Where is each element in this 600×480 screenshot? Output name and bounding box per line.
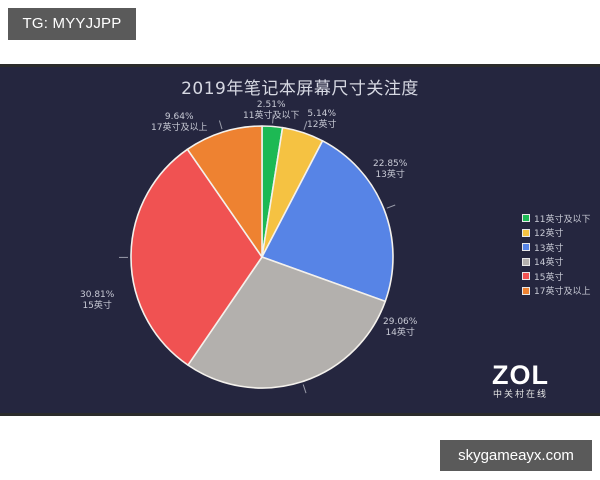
legend-item-13[interactable]: 13英寸 (522, 240, 590, 255)
pie-slice-14[interactable] (187, 256, 387, 389)
legend-item-14[interactable]: 14英寸 (522, 255, 590, 270)
chart-title: 2019年笔记本屏幕尺寸关注度 (181, 79, 419, 99)
leader-line (218, 120, 223, 130)
legend-label: 12英寸 (534, 229, 564, 240)
legend-item-11[interactable]: 11英寸及以下 (522, 211, 590, 226)
leader-line (303, 121, 308, 130)
legend-label: 17英寸及以上 (534, 287, 591, 298)
legend-swatch (522, 257, 530, 266)
legend-label: 15英寸 (534, 272, 564, 283)
watermark-top-left: TG: MYYJJPP (8, 8, 136, 40)
pie-slice-15[interactable] (130, 148, 263, 366)
slice-label-13: 22.85% 13英寸 (373, 159, 408, 180)
logo-text: ZOL (492, 360, 549, 390)
pie-slice-17[interactable] (186, 125, 263, 258)
chart-legend: 11英寸及以下 12英寸 13英寸 14英寸 15英寸 17英寸及以上 (522, 211, 590, 298)
legend-item-15[interactable]: 15英寸 (522, 269, 590, 284)
legend-label: 13英寸 (534, 243, 564, 254)
watermark-bottom-right: skygameayx.com (440, 440, 592, 471)
legend-swatch (522, 214, 530, 223)
legend-swatch (522, 243, 530, 252)
leader-line (302, 384, 307, 394)
slice-label-17: 9.64% 17英寸及以上 (151, 112, 208, 133)
pie-chart (119, 114, 396, 394)
slice-label-14: 29.06% 14英寸 (383, 317, 418, 338)
legend-label: 14英寸 (534, 258, 564, 269)
chart-panel: 2019年笔记本屏幕尺寸关注度 2.51% 11英寸及以下 5.14% 12英寸… (0, 64, 600, 416)
slice-label-11: 2.51% 11英寸及以下 (243, 100, 300, 121)
zol-logo: ZOL 中关村在线 (492, 361, 549, 401)
legend-item-12[interactable]: 12英寸 (522, 226, 590, 241)
legend-swatch (522, 228, 530, 237)
slice-label-15: 30.81% 15英寸 (80, 290, 115, 311)
leader-line (272, 114, 274, 124)
pie-slice-13[interactable] (261, 140, 394, 303)
legend-item-17[interactable]: 17英寸及以上 (522, 284, 590, 299)
slice-label-12: 5.14% 12英寸 (307, 109, 337, 130)
legend-label: 11英寸及以下 (534, 214, 591, 225)
leader-line (386, 204, 396, 209)
legend-swatch (522, 286, 530, 295)
logo-subtext: 中关村在线 (492, 390, 548, 400)
legend-swatch (522, 272, 530, 281)
